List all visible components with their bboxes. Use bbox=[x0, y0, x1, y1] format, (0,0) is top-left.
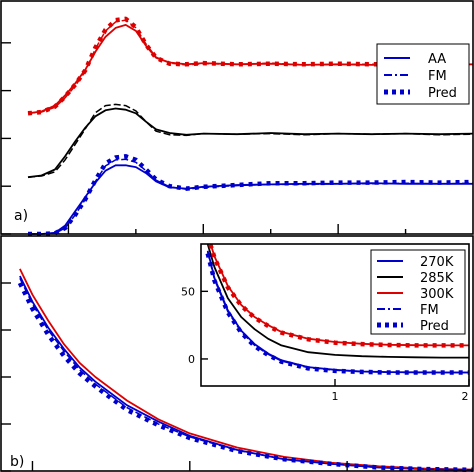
panel-a: a) AA FM Pred bbox=[0, 0, 474, 237]
inset-chart: 270K 285K 300K FM Pred 0 50 1 2 bbox=[181, 243, 470, 403]
inset-curves bbox=[205, 244, 469, 375]
inset-ticks bbox=[201, 290, 470, 386]
panel-b-frame bbox=[0, 235, 474, 472]
inset-legend-300k-label: 300K bbox=[420, 287, 454, 302]
panel-b-curve-300k-1 bbox=[19, 268, 474, 471]
inset-legend-pred-label: Pred bbox=[420, 319, 449, 334]
inset-curve-285k-1 bbox=[206, 244, 469, 359]
inset-legend: 270K 285K 300K FM Pred bbox=[370, 249, 466, 335]
legend-fm-label: FM bbox=[428, 69, 447, 84]
inset-ytick-label-1: 50 bbox=[181, 285, 195, 298]
panel-a-frame bbox=[0, 0, 474, 235]
legend-pred-label: Pred bbox=[428, 86, 457, 101]
inset-ytick-label-0: 0 bbox=[188, 353, 195, 366]
inset-tick-labels: 0 50 1 2 bbox=[181, 285, 469, 403]
inset-curve-300k-2 bbox=[209, 244, 469, 347]
panel-a-curve-2-fm bbox=[28, 158, 474, 235]
panel-a-legend: AA FM Pred bbox=[376, 43, 470, 105]
inset-curve-pred-5 bbox=[205, 252, 469, 375]
legend-aa-label: AA bbox=[428, 52, 446, 67]
panel-a-curve-2-aa bbox=[28, 164, 473, 235]
panel-b-curve-fm-2 bbox=[19, 277, 474, 471]
panel-a-label: a) bbox=[14, 208, 28, 224]
panel-a-curve-0-pred bbox=[27, 16, 474, 116]
panel-b: b) bbox=[0, 235, 474, 472]
inset-legend-270k-label: 270K bbox=[420, 255, 454, 270]
panel-b-curves bbox=[17, 268, 474, 472]
panel-a-ticks bbox=[1, 42, 407, 235]
panel-a-curve-1-fm bbox=[27, 103, 474, 178]
inset-xtick-label-1: 2 bbox=[462, 390, 469, 403]
panel-a-curves bbox=[27, 16, 474, 237]
inset-legend-fm-label: FM bbox=[420, 303, 439, 318]
inset-legend-285k-label: 285K bbox=[420, 271, 454, 286]
inset-curve-fm-3 bbox=[206, 251, 469, 374]
panel-a-curve-1-aa bbox=[27, 107, 474, 179]
inset-xtick-label-0: 1 bbox=[332, 390, 339, 403]
panel-b-label: b) bbox=[10, 454, 24, 470]
panel-a-curve-2-pred bbox=[28, 154, 474, 237]
